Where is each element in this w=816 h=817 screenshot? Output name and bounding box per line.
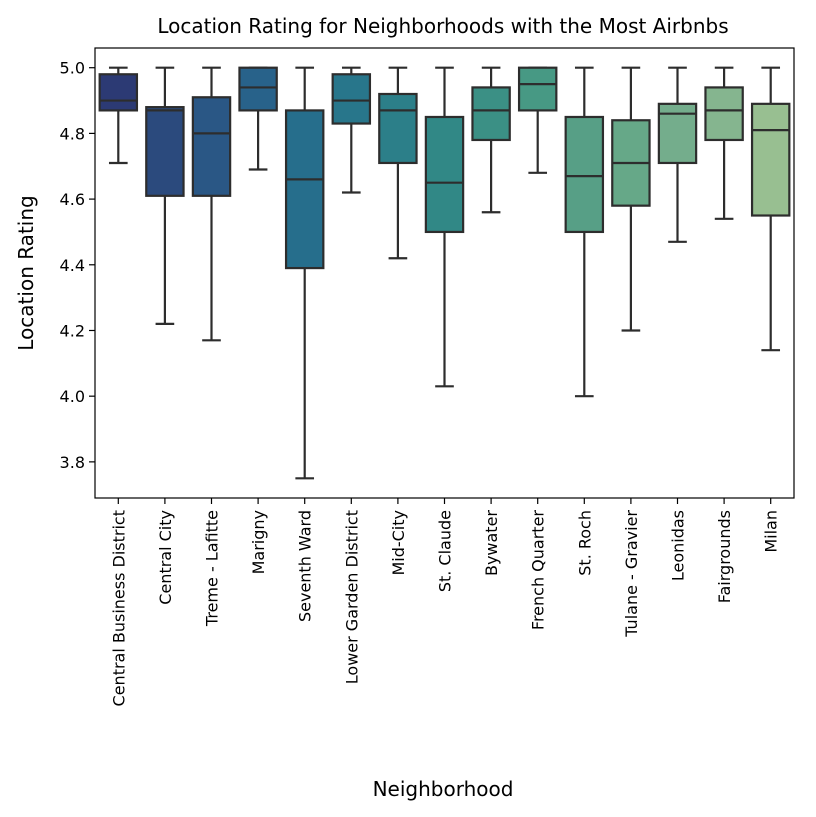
box: [471, 86, 511, 142]
x-tick-label: Marigny: [249, 510, 268, 574]
y-tick-label: 4.0: [60, 387, 85, 406]
x-tick-label: French Quarter: [529, 510, 548, 631]
plot-area: Central Business District Central City Tre…: [60, 47, 795, 706]
x-tick-label: Central Business District: [109, 510, 128, 706]
plot-frame: [94, 47, 795, 499]
y-tick-label: 4.8: [60, 124, 85, 143]
box: [750, 102, 791, 217]
x-tick-label: Milan: [762, 510, 781, 553]
x-tick-label: Treme - Lafitte: [203, 510, 222, 627]
box: [238, 66, 278, 112]
y-tick-label: 4.6: [60, 190, 85, 209]
chart-title: Location Rating for Neighborhoods with t…: [157, 14, 728, 38]
box: [284, 109, 325, 270]
x-axis-title: Neighborhood: [373, 777, 514, 801]
box: [145, 106, 185, 197]
x-tick-label: Lower Garden District: [342, 510, 361, 684]
y-tick-label: 4.2: [60, 321, 85, 340]
x-tick-label: Fairgrounds: [715, 510, 734, 603]
x-tick-label: St. Claude: [436, 510, 455, 592]
box: [191, 96, 232, 197]
x-tick-label: St. Roch: [575, 510, 594, 576]
box: [564, 115, 605, 234]
x-tick-label: Mid-City: [389, 510, 408, 576]
y-tick-label: 4.4: [60, 256, 85, 275]
x-tick-label: Tulane - Gravier: [622, 510, 641, 638]
y-tick-label: 3.8: [60, 453, 85, 472]
box: [331, 73, 372, 125]
x-tick-label: Seventh Ward: [296, 510, 315, 622]
box: [704, 86, 744, 142]
y-axis-title: Location Rating: [14, 195, 38, 350]
x-tick-label: Leonidas: [669, 510, 688, 581]
box: [378, 92, 418, 165]
box: [517, 66, 558, 112]
x-tick-label: Central City: [156, 510, 175, 605]
box: [98, 73, 139, 112]
box: [424, 115, 465, 234]
y-tick-label: 5.0: [60, 59, 85, 78]
x-tick-label: Bywater: [482, 510, 501, 576]
